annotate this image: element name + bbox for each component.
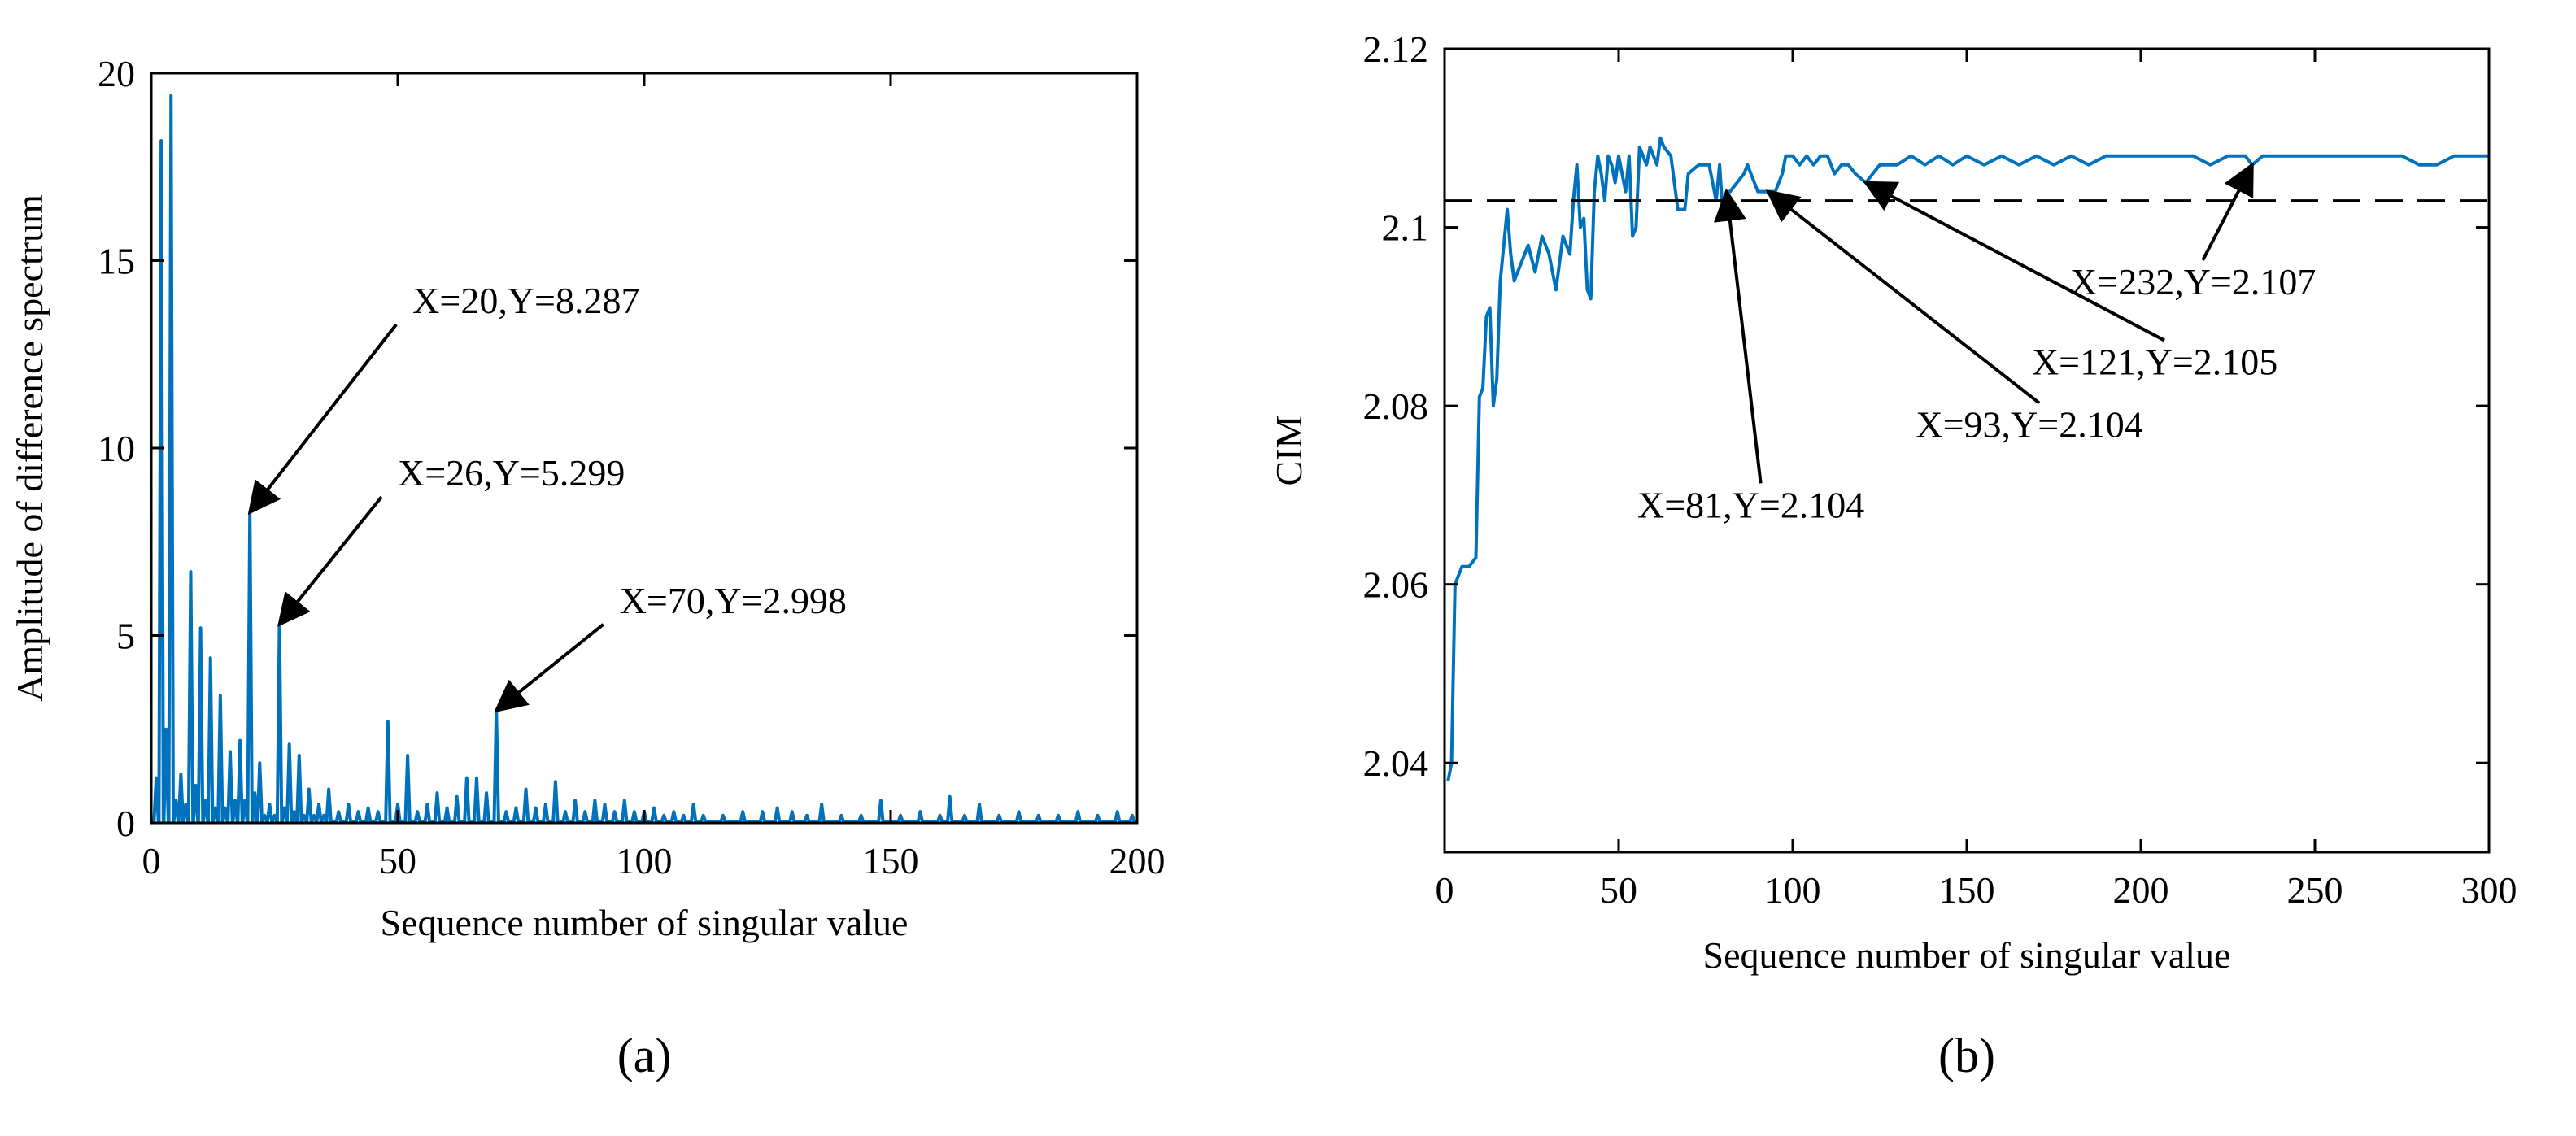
annotation-arrow bbox=[1713, 188, 1763, 484]
annotation-label: X=70,Y=2.998 bbox=[620, 580, 847, 621]
x-tick-label: 150 bbox=[1939, 869, 1995, 911]
ticks-a: 0 50 100 150 200 0 5 10 15 20 bbox=[98, 53, 1166, 881]
x-tick-label: 0 bbox=[1436, 869, 1454, 911]
y-axis-label-b: CIM bbox=[1268, 416, 1310, 486]
annotation-label: X=81,Y=2.104 bbox=[1637, 484, 1864, 525]
y-axis-label-a: Amplitude of difference spectrum bbox=[9, 194, 50, 702]
x-axis-label-b: Sequence number of singular value bbox=[1703, 934, 2231, 976]
annotation-arrow bbox=[247, 323, 398, 516]
x-tick-label: 100 bbox=[1765, 869, 1821, 911]
annotation-label: X=26,Y=5.299 bbox=[398, 452, 625, 494]
y-tick-label: 2.08 bbox=[1363, 385, 1429, 427]
annotation-arrow bbox=[1863, 181, 2166, 342]
x-tick-label: 250 bbox=[2287, 869, 2343, 911]
y-tick-label: 20 bbox=[98, 53, 135, 94]
annotation-label: X=93,Y=2.104 bbox=[1916, 404, 2142, 446]
y-tick-label: 15 bbox=[98, 241, 135, 282]
annotation-arrow bbox=[494, 623, 604, 713]
x-tick-label: 300 bbox=[2461, 869, 2517, 911]
y-tick-label: 10 bbox=[98, 428, 135, 469]
y-tick-label: 0 bbox=[116, 803, 135, 844]
annotation-label: X=232,Y=2.107 bbox=[2070, 261, 2316, 302]
annotations-b: X=81,Y=2.104 X=93,Y=2.104 X=121,Y=2.105 X=2… bbox=[1637, 162, 2316, 525]
panel-label-a: (a) bbox=[617, 1029, 672, 1082]
annotation-label: X=121,Y=2.105 bbox=[2032, 342, 2277, 383]
x-tick-label: 0 bbox=[142, 840, 161, 881]
series-line bbox=[1446, 136, 2489, 781]
y-tick-label: 2.06 bbox=[1363, 564, 1429, 606]
x-tick-label: 100 bbox=[617, 840, 673, 881]
y-tick-label: 5 bbox=[116, 616, 135, 657]
difference-spectrum-line bbox=[150, 94, 1138, 825]
x-tick-label: 200 bbox=[2113, 869, 2169, 911]
panel-label-b: (b) bbox=[1938, 1029, 1995, 1082]
annotations-a: X=20,Y=8.287 X=26,Y=5.299 X=70,Y=2.998 bbox=[247, 280, 847, 713]
y-tick-label: 2.1 bbox=[1382, 207, 1429, 249]
y-tick-label: 2.12 bbox=[1363, 28, 1429, 70]
x-tick-label: 50 bbox=[1600, 869, 1637, 911]
annotation-label: X=20,Y=8.287 bbox=[412, 280, 639, 321]
annotation-arrow bbox=[2201, 162, 2254, 261]
annotation-arrow bbox=[277, 495, 383, 627]
ticks-b: 0 50 100 150 200 250 300 2.04 2.06 2.08 2.1 2.12 bbox=[1363, 28, 2517, 911]
x-tick-label: 200 bbox=[1109, 840, 1166, 881]
chart-b: X=81,Y=2.104 X=93,Y=2.104 X=121,Y=2.105 X=2… bbox=[1268, 28, 2517, 1082]
x-tick-label: 150 bbox=[863, 840, 919, 881]
x-tick-label: 50 bbox=[379, 840, 416, 881]
annotation-arrow bbox=[1765, 189, 2041, 405]
y-tick-label: 2.04 bbox=[1363, 742, 1429, 784]
series-line bbox=[150, 94, 1138, 825]
cim-line bbox=[1446, 136, 2489, 781]
x-axis-label-a: Sequence number of singular value bbox=[381, 902, 909, 943]
